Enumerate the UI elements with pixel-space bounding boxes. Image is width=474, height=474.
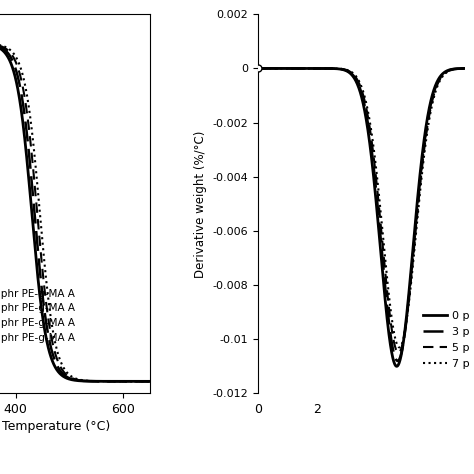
Legend: 0 p, 3 p, 5 p, 7 p: 0 p, 3 p, 5 p, 7 p xyxy=(423,310,469,369)
Legend: 0 phr PE-g-MA A, 3 phr PE-g-MA A, 5 phr PE-g-MA A, 7 phr PE-g-MA A: 0 phr PE-g-MA A, 3 phr PE-g-MA A, 5 phr … xyxy=(0,289,74,343)
X-axis label: Temperature (°C): Temperature (°C) xyxy=(2,420,110,433)
Y-axis label: Derivative weight (%/°C): Derivative weight (%/°C) xyxy=(194,130,207,277)
